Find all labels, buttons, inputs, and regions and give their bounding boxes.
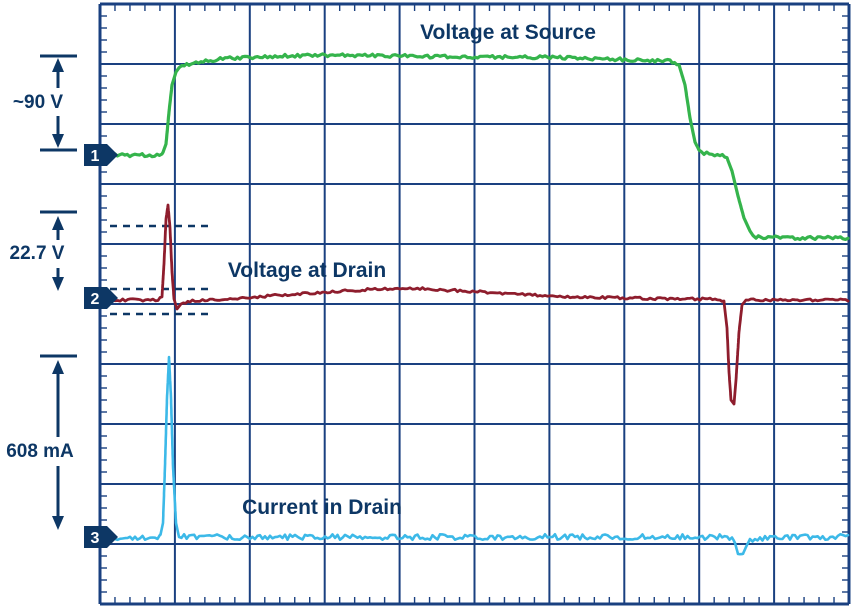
channel-1-pointer-icon [84, 144, 118, 166]
arrowhead-up [52, 58, 64, 72]
label-voltage-at-drain: Voltage at Drain [228, 259, 386, 282]
arrowhead-up [52, 216, 64, 230]
trace-voltage-at-drain [98, 203, 850, 406]
channel-3-pointer-icon [84, 526, 118, 548]
label-source-amplitude: ~90 V [13, 92, 64, 113]
measurement-dashed-lines [110, 224, 208, 316]
waveform-traces [98, 52, 850, 556]
arrowhead-down [52, 277, 64, 291]
trace-voltage-at-source [98, 52, 850, 242]
channel-marker-2: 2 [84, 287, 118, 309]
arrowhead-down [52, 516, 64, 530]
channel-1-number: 1 [91, 148, 100, 165]
drain-current-amplitude-arrow [40, 354, 77, 530]
label-voltage-at-source: Voltage at Source [420, 21, 596, 44]
channel-2-number: 2 [91, 291, 100, 308]
label-drain-amplitude: 22.7 V [10, 243, 65, 264]
drain-voltage-amplitude-arrow [40, 210, 77, 291]
channel-marker-3: 3 [84, 526, 118, 548]
channel-3-number: 3 [91, 530, 100, 547]
arrowhead-up [52, 360, 64, 374]
trace-current-in-drain [98, 355, 850, 556]
channel-marker-1: 1 [84, 144, 118, 166]
source-amplitude-arrow [40, 54, 77, 152]
label-current-amplitude: 608 mA [6, 441, 74, 462]
channel-2-pointer-icon [84, 287, 118, 309]
arrowhead-down [52, 134, 64, 148]
measurement-annotations [40, 54, 77, 530]
label-current-in-drain: Current in Drain [242, 496, 402, 519]
graticule-grid [98, 2, 851, 606]
